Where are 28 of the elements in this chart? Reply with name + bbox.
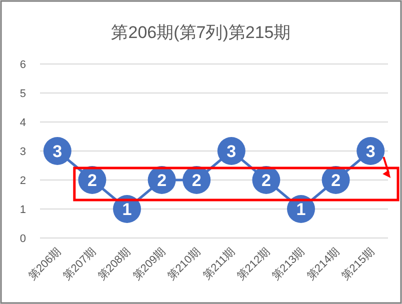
x-tick-label: 第206期 <box>26 246 64 283</box>
data-label: 2 <box>87 171 97 190</box>
data-label: 2 <box>192 171 202 190</box>
data-label: 1 <box>296 200 306 219</box>
x-tick-label: 第208期 <box>96 246 134 283</box>
x-tick-label: 第209期 <box>130 246 168 283</box>
y-tick-label: 1 <box>20 204 26 216</box>
x-tick-label: 第212期 <box>235 246 272 283</box>
chart-title: 第206期(第7列)第215期 <box>111 23 291 42</box>
data-label: 2 <box>157 171 167 190</box>
y-tick-label: 2 <box>20 175 26 187</box>
data-label: 3 <box>52 142 62 161</box>
y-tick-label: 0 <box>20 233 26 245</box>
data-label: 3 <box>226 142 236 161</box>
data-label: 3 <box>366 142 376 161</box>
y-tick-label: 3 <box>20 146 26 158</box>
y-tick-label: 4 <box>20 117 26 129</box>
x-tick-label: 第215期 <box>340 246 377 283</box>
y-tick-label: 6 <box>20 59 26 71</box>
x-tick-label: 第210期 <box>166 246 203 283</box>
x-tick-label: 第214期 <box>304 246 342 283</box>
data-label: 2 <box>261 171 271 190</box>
x-tick-label: 第207期 <box>61 246 98 283</box>
y-tick-label: 5 <box>20 88 26 100</box>
x-tick-label: 第213期 <box>270 246 308 283</box>
data-label: 1 <box>122 200 132 219</box>
data-label: 2 <box>331 171 341 190</box>
x-tick-label: 第211期 <box>201 246 238 282</box>
